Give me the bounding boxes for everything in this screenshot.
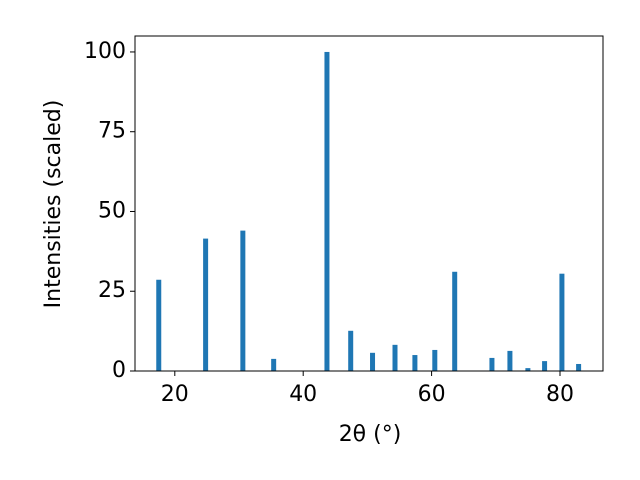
bar [348,330,354,371]
bar [432,349,438,371]
bar [542,361,548,371]
bar [203,238,209,371]
bar [240,230,246,371]
x-tick-label: 40 [289,382,317,407]
bar [370,352,376,371]
plot-frame [134,35,604,372]
bar [489,357,495,371]
x-axis-label: 2θ (°) [339,422,402,447]
bar [452,271,458,371]
y-axis-label: Intensities (scaled) [41,100,66,309]
bar [271,358,277,371]
x-tick-label: 60 [418,382,446,407]
y-tick-label: 100 [84,39,126,64]
x-tick-label: 20 [161,382,189,407]
bar [412,355,418,371]
y-tick-label: 25 [98,278,126,303]
y-tick-label: 75 [98,119,126,144]
bar [156,279,162,371]
bar [576,363,582,371]
x-tick-label: 80 [546,382,574,407]
y-tick-label: 0 [112,358,126,383]
bar [507,350,513,371]
bar [324,51,330,371]
y-tick-label: 50 [98,198,126,223]
bar [559,273,565,371]
bar [392,344,398,371]
bar [525,368,531,371]
